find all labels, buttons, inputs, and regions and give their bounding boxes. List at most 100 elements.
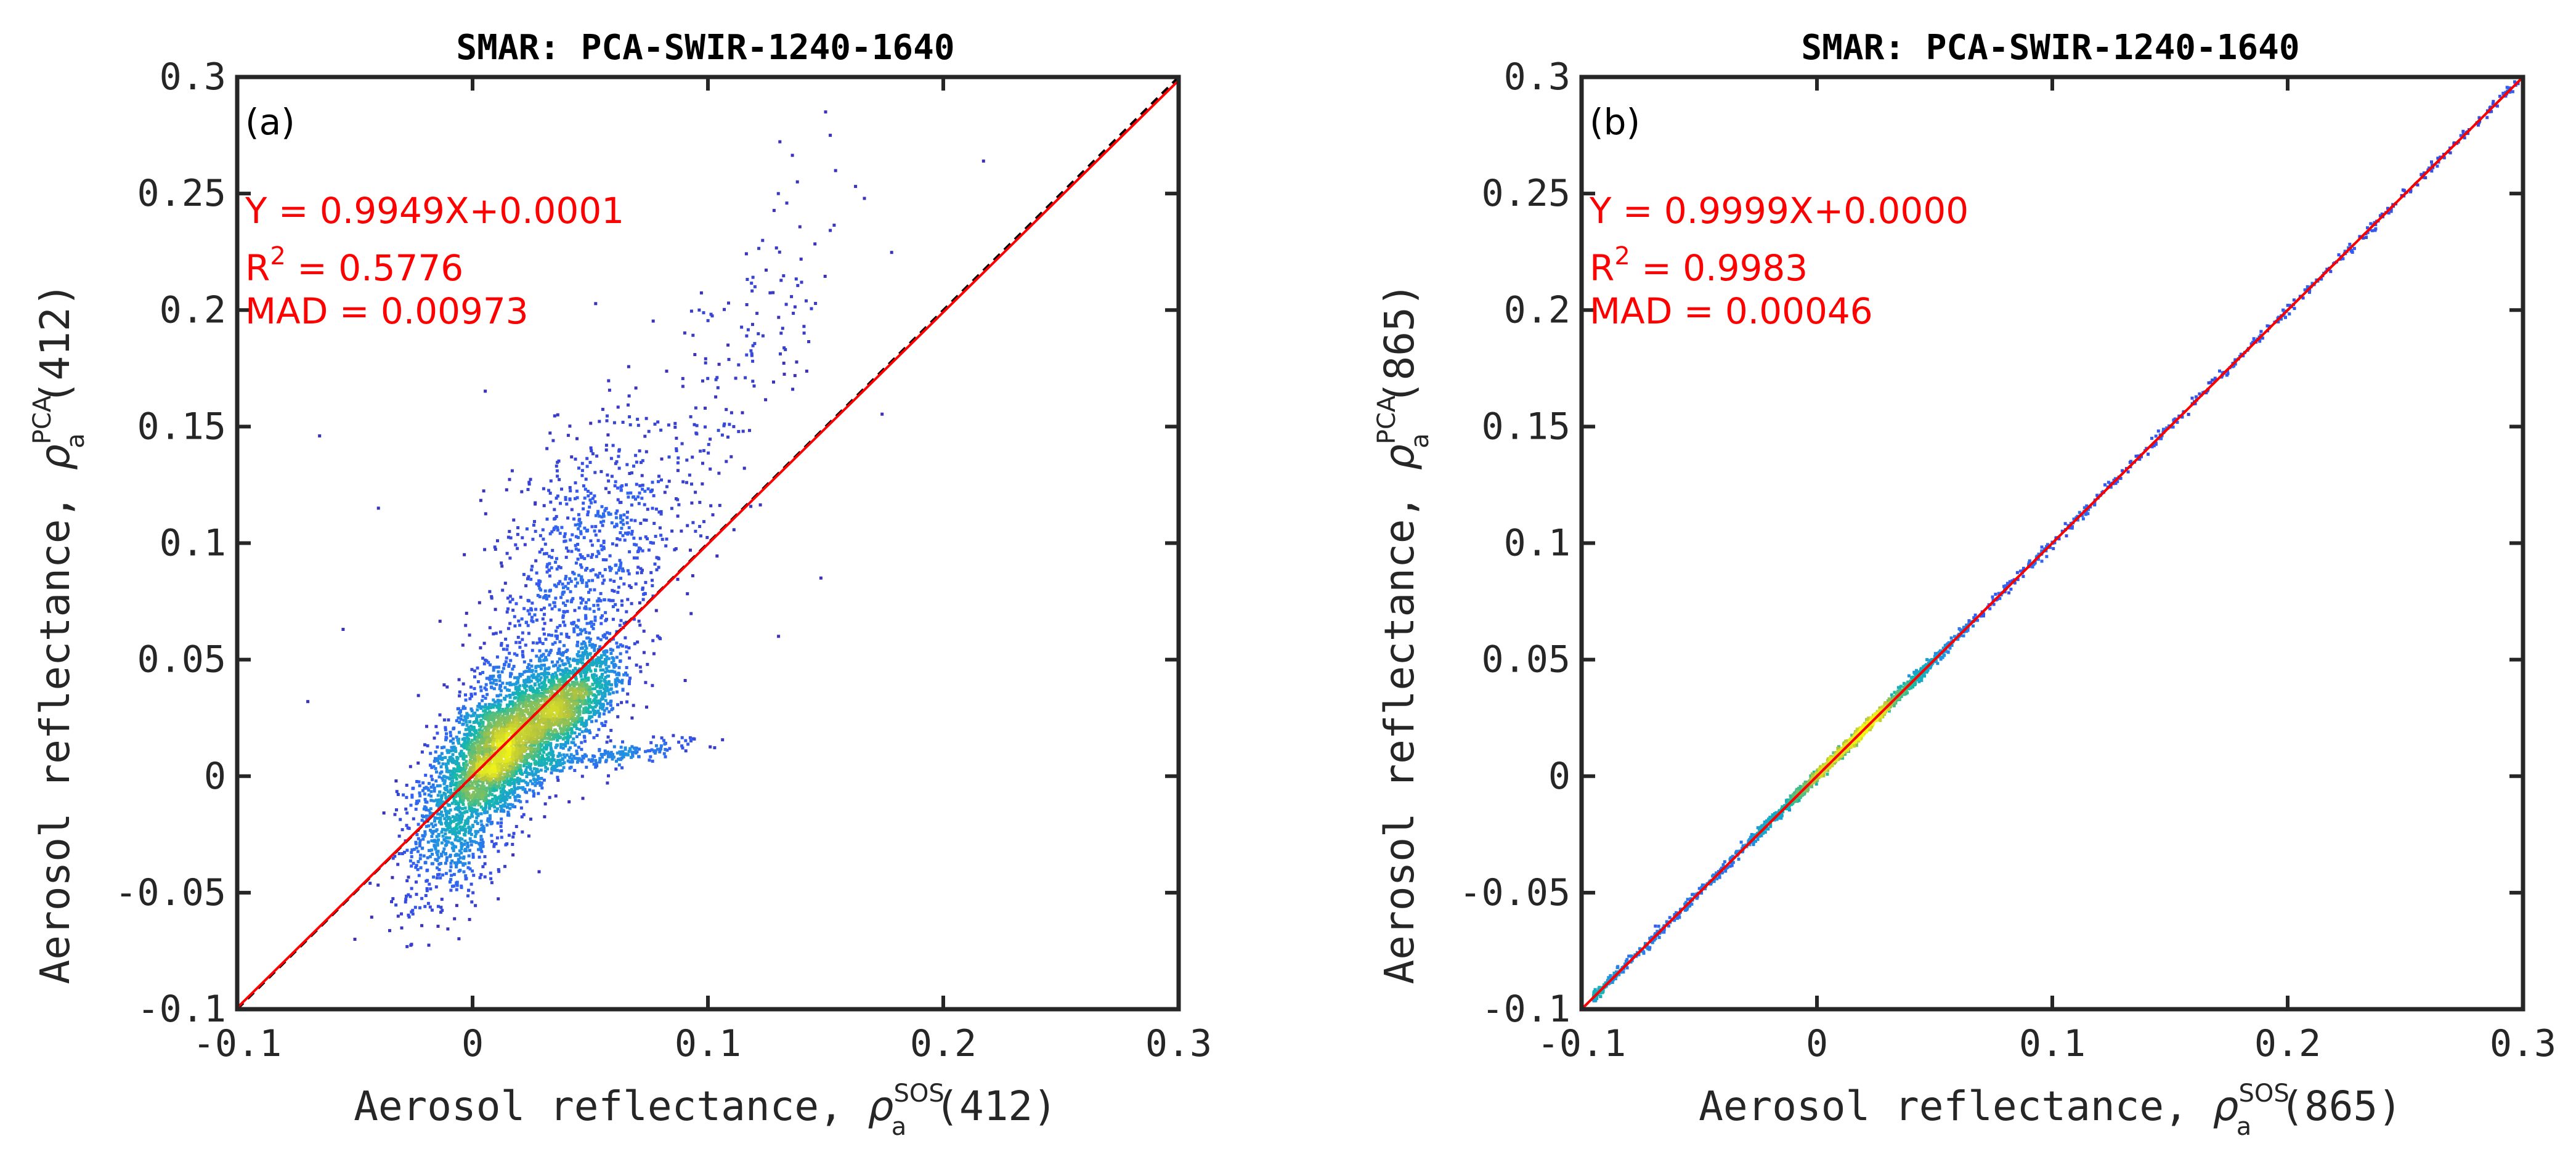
scatter-point [587,758,591,762]
scatter-point [573,688,577,691]
scatter-point [428,905,432,909]
scatter-point [468,768,471,772]
scatter-point [612,664,616,667]
scatter-point [540,664,543,667]
scatter-point [467,780,471,784]
scatter-point [543,802,547,806]
scatter-point [405,945,409,948]
scatter-point [435,770,438,774]
scatter-point [449,861,453,865]
scatter-point [590,501,593,505]
scatter-point [590,687,594,691]
scatter-point [494,632,498,635]
scatter-point [595,685,598,688]
scatter-point [644,750,648,754]
scatter-point [439,819,442,823]
scatter-point [574,577,577,581]
scatter-point [535,687,539,691]
scatter-point [449,817,452,821]
scatter-point [622,513,626,517]
scatter-point [546,563,550,566]
scatter-point [435,828,439,832]
scatter-point [529,711,532,715]
scatter-point [429,829,432,832]
scatter-point [477,754,481,758]
scatter-point [575,727,579,730]
scatter-point [617,466,621,470]
scatter-point [484,741,488,745]
scatter-point [508,693,512,697]
scatter-point [605,636,608,640]
scatter-point [479,805,483,809]
scatter-point [617,763,621,767]
scatter-point [603,749,607,753]
scatter-point [591,754,595,758]
scatter-point [561,679,565,683]
scatter-point [456,792,460,795]
scatter-point [636,550,640,553]
scatter-point [644,518,648,522]
scatter-point [681,746,685,750]
scatter-point [436,853,439,856]
scatter-point [586,690,590,694]
scatter-point [556,625,559,629]
scatter-point [683,331,686,335]
scatter-point [604,487,607,490]
scatter-point [686,524,689,527]
scatter-point [813,242,817,246]
scatter-point [484,803,487,807]
scatter-point [575,749,579,753]
scatter-point [489,778,492,782]
scatter-point [607,598,611,602]
scatter-point [636,640,640,644]
scatter-point [519,800,522,803]
scatter-point [546,697,550,701]
scatter-point [538,649,542,652]
scatter-point [616,498,620,502]
scatter-point [505,694,508,698]
scatter-point [571,699,574,702]
scatter-point [547,752,551,755]
scatter-point [490,881,494,885]
scatter-point [405,879,409,882]
scatter-point [453,774,457,778]
scatter-point [540,672,543,676]
scatter-point [606,735,610,739]
scatter-point [588,731,592,734]
scatter-point [492,716,496,720]
scatter-point [492,632,495,636]
scatter-point [405,824,408,827]
scatter-point [581,655,585,659]
scatter-point [601,660,604,664]
scatter-point [583,641,587,645]
scatter-point [490,731,494,734]
scatter-point [457,858,460,861]
scatter-point [807,340,811,343]
scatter-point [566,582,570,585]
scatter-point [628,423,632,426]
scatter-point [599,703,603,707]
scatter-point [616,608,620,612]
scatter-point [580,774,584,778]
scatter-point [540,738,543,742]
scatter-point [588,588,592,591]
scatter-point [566,704,570,708]
scatter-point [444,726,447,729]
scatter-point [535,641,539,645]
scatter-point [527,575,530,579]
scatter-point [829,134,832,137]
scatter-point [611,542,614,546]
scatter-point [475,816,479,819]
scatter-point [890,251,893,254]
scatter-point [376,506,380,510]
scatter-point [621,740,624,744]
scatter-point [449,734,453,737]
scatter-point [689,612,693,616]
scatter-point [423,805,427,809]
scatter-point [432,876,436,879]
scatter-point [566,731,569,735]
scatter-point [460,749,463,753]
scatter-point [547,733,551,736]
scatter-point [556,460,559,464]
scatter-point [580,576,583,580]
